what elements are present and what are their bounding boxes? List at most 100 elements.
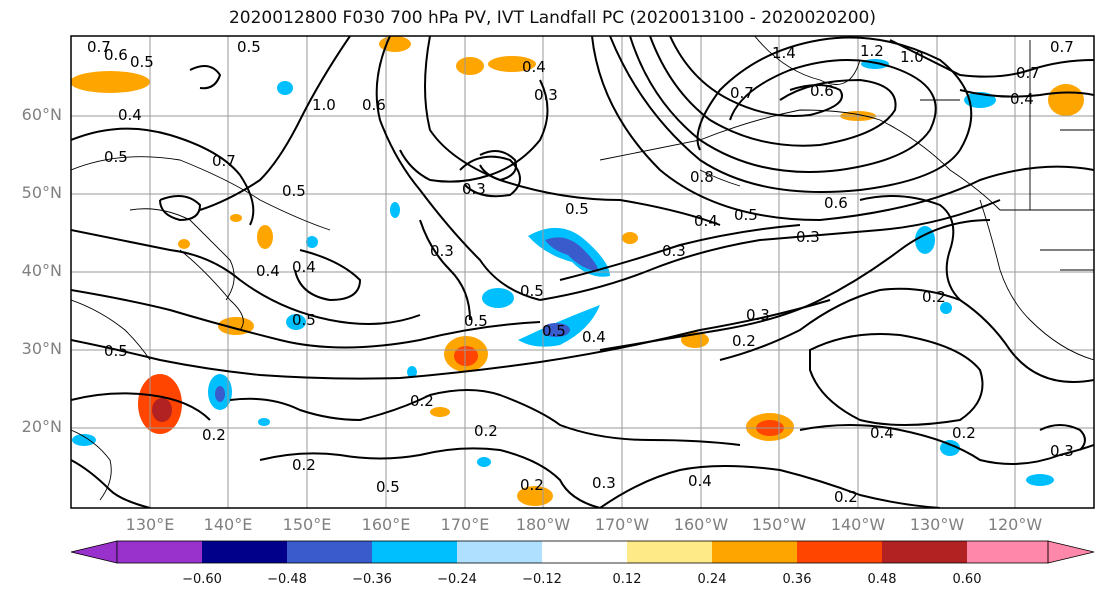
contour-label: 0.3 [1050,442,1074,460]
contour-label: 0.7 [730,84,754,102]
lon-label: 140°E [203,515,253,534]
contour-label: 1.4 [772,44,796,62]
colorbar-segment [542,541,627,563]
contour-label: 1.2 [860,42,884,60]
lat-label: 40°N [21,261,62,280]
colorbar-extend-high [1047,540,1095,564]
colorbar-segment [712,541,797,563]
colorbar-segment [797,541,882,563]
lon-label: 160°E [361,515,411,534]
colorbar-tick-label: −0.24 [437,572,477,587]
contour-label: 0.6 [104,46,128,64]
lon-label: 120°W [987,515,1043,534]
contour-label: 0.2 [520,476,544,494]
contour-label: 0.6 [824,194,848,212]
colorbar-tick-label: 0.24 [697,572,727,587]
contour-label: 0.3 [462,180,486,198]
contour-label: 0.5 [292,311,316,329]
contour-label: 0.5 [520,282,544,300]
lat-label: 20°N [21,417,62,436]
contour-label: 0.5 [464,312,488,330]
contour-label: 0.4 [694,212,718,230]
lon-label: 170°E [440,515,490,534]
lat-label: 50°N [21,183,62,202]
contour-label: 0.7 [1050,38,1074,56]
colorbar-segment [627,541,712,563]
contour-label: 0.5 [130,53,154,71]
colorbar-tick-label: 0.60 [952,572,982,587]
pv-contours [71,36,1094,508]
colorbar-extend-low [70,540,118,564]
negative-shading [72,59,1054,486]
contour-label: 0.5 [565,200,589,218]
contour-label: 0.4 [256,262,280,280]
contour-label: 0.5 [734,206,758,224]
lon-label: 170°W [594,515,650,534]
contour-label: 0.5 [104,342,128,360]
lon-label: 160°W [673,515,729,534]
contour-label: 0.4 [582,328,606,346]
contour-label: 0.2 [410,392,434,410]
contour-label: 0.2 [292,456,316,474]
colorbar-tick-label: −0.36 [352,572,392,587]
contour-label: 0.7 [87,38,111,56]
contour-label: 0.5 [376,478,400,496]
coastlines [71,36,1094,501]
contour-label: 0.2 [202,426,226,444]
contour-label: 0.2 [732,332,756,350]
lat-label: 30°N [21,339,62,358]
contour-label: 0.4 [1010,90,1034,108]
contour-label: 0.5 [104,148,128,166]
contour-label: 0.5 [237,38,261,56]
lat-label: 60°N [21,105,62,124]
colorbar-segment [202,541,287,563]
contour-label: 0.3 [534,86,558,104]
lon-label: 130°E [125,515,175,534]
colorbar-tick-label: −0.60 [182,572,222,587]
contour-label: 0.7 [212,152,236,170]
contour-label: 0.5 [542,322,566,340]
contour-label: 1.0 [312,96,336,114]
contour-label: 0.3 [430,242,454,260]
contour-label: 0.3 [746,306,770,324]
colorbar-tick-label: 0.48 [867,572,897,587]
map-frame [70,35,1095,509]
lon-label: 180°W [515,515,571,534]
contour-label: 0.8 [690,168,714,186]
colorbar-segment [967,541,1048,563]
lon-label: 130°W [909,515,965,534]
contour-label: 0.6 [362,96,386,114]
contour-label: 0.2 [952,424,976,442]
lon-label: 140°W [830,515,886,534]
contour-label: 0.3 [662,242,686,260]
contour-label: 0.5 [282,182,306,200]
contour-label: 0.4 [688,472,712,490]
colorbar-tick-label: −0.12 [522,572,562,587]
colorbar [70,540,1095,564]
colorbar-segment [882,541,967,563]
colorbar-tick-label: 0.36 [782,572,812,587]
contour-label: 0.7 [1016,64,1040,82]
contour-label-group: 0.7 0.6 0.5 0.4 0.5 1.0 0.6 0.5 0.3 0.4 … [87,38,1074,506]
colorbar-tick-label: 0.12 [612,572,642,587]
contour-label: 1.0 [900,48,924,66]
lon-label: 150°E [282,515,332,534]
colorbar-tick-label: −0.48 [267,572,307,587]
colorbar-segment [117,541,202,563]
contour-label: 0.4 [292,258,316,276]
contour-label: 0.2 [834,488,858,506]
contour-label: 0.3 [592,474,616,492]
lon-label: 150°W [751,515,807,534]
colorbar-segment [372,541,457,563]
contour-label: 0.4 [522,58,546,76]
contour-label: 0.2 [474,422,498,440]
colorbar-segment [457,541,542,563]
contour-label: 0.2 [922,288,946,306]
contour-label: 0.3 [796,228,820,246]
contour-label: 0.4 [870,424,894,442]
contour-label: 0.6 [810,82,834,100]
map-title: 2020012800 F030 700 hPa PV, IVT Landfall… [228,8,876,28]
colorbar-segment [287,541,372,563]
contour-label: 0.4 [118,106,142,124]
